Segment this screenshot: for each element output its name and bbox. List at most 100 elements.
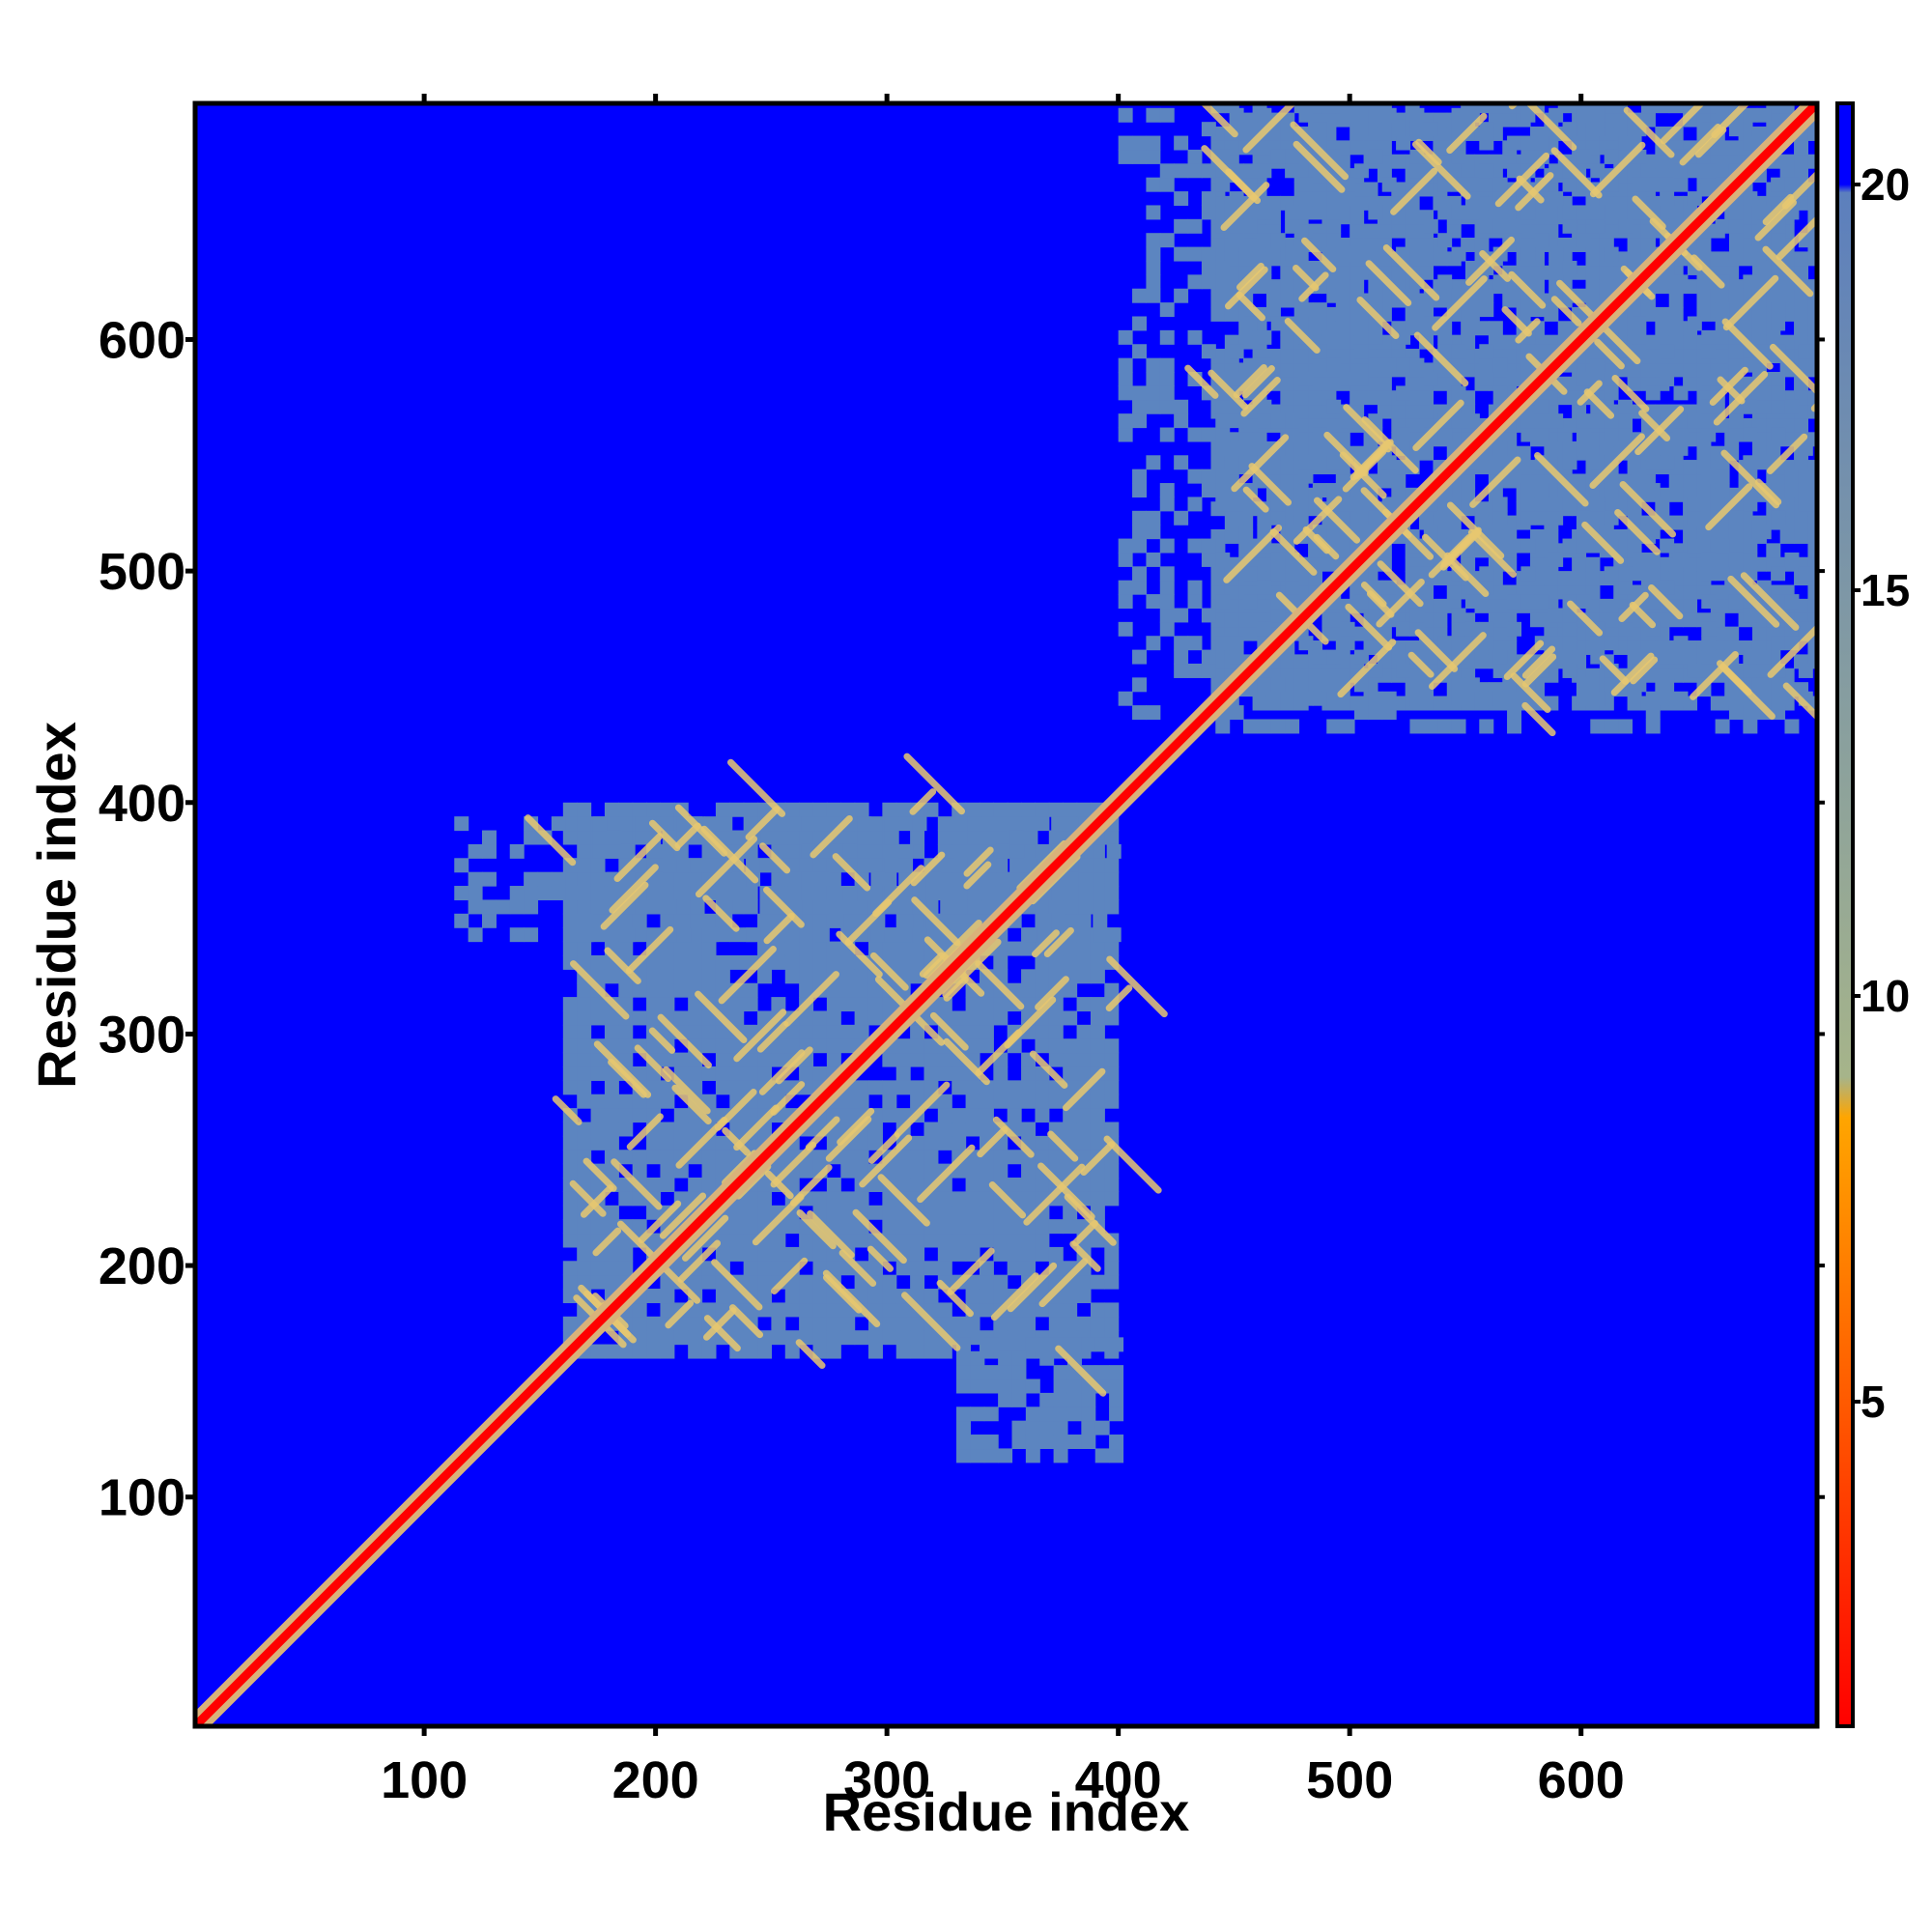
heatmap-cell: [1066, 1337, 1082, 1352]
heatmap-cell: [867, 858, 883, 873]
heatmap-cell: [952, 843, 967, 859]
heatmap-cell: [952, 1010, 967, 1026]
contact-feature: [837, 1107, 875, 1146]
heatmap-cell: [882, 1108, 897, 1123]
heatmap-cell: [787, 886, 803, 901]
heatmap-cell: [1118, 691, 1133, 706]
heatmap-cell: [1683, 598, 1698, 613]
heatmap-cell: [840, 1330, 856, 1346]
heatmap-cell: [1632, 469, 1647, 484]
heatmap-cell: [1210, 306, 1226, 322]
heatmap-cell: [1683, 612, 1698, 628]
heatmap-cell: [1265, 460, 1281, 475]
heatmap-cell: [577, 982, 592, 998]
heatmap-cell: [1492, 357, 1508, 373]
heatmap-cell: [993, 802, 1009, 817]
heatmap-cell: [1520, 413, 1536, 429]
heatmap-cell: [1645, 525, 1661, 540]
heatmap-cell: [1715, 288, 1730, 303]
heatmap-cell: [1104, 830, 1120, 845]
heatmap-cell: [1132, 649, 1148, 665]
contact-feature: [823, 1274, 863, 1314]
heatmap-cell: [1215, 483, 1231, 498]
heatmap-cell: [1023, 830, 1038, 845]
contact-feature: [1766, 433, 1808, 474]
contact-feature: [1248, 463, 1293, 506]
heatmap-cell: [1298, 177, 1314, 192]
heatmap-cell: [676, 899, 692, 915]
heatmap-cell: [729, 954, 745, 970]
heatmap-cell: [604, 1024, 619, 1039]
heatmap-cell: [729, 927, 745, 943]
heatmap-cell: [1132, 469, 1148, 484]
contact-feature: [929, 1011, 969, 1051]
heatmap-cell: [1132, 385, 1148, 401]
heatmap-cell: [1021, 1233, 1037, 1248]
heatmap-cell: [1159, 497, 1175, 512]
heatmap-cell: [854, 1233, 869, 1248]
heatmap-cell: [1035, 1246, 1050, 1262]
heatmap-cell: [481, 871, 497, 887]
heatmap-cell: [1645, 705, 1661, 721]
contact-feature: [726, 758, 786, 817]
heatmap-cell: [729, 1233, 745, 1248]
heatmap-cell: [1265, 293, 1281, 308]
heatmap-cell: [854, 1163, 869, 1179]
heatmap-cell: [660, 871, 675, 887]
heatmap-cell: [618, 982, 634, 998]
heatmap-cell: [1668, 473, 1684, 489]
heatmap-cell: [1257, 719, 1272, 734]
heatmap-cell: [729, 1010, 745, 1026]
heatmap-cell: [1807, 251, 1817, 267]
heatmap-cell: [910, 1150, 925, 1165]
heatmap-cell: [923, 1205, 939, 1220]
heatmap-cell: [854, 1191, 869, 1207]
heatmap-cell: [965, 1205, 980, 1220]
heatmap-cell: [715, 927, 730, 943]
heatmap-cell: [1590, 122, 1605, 137]
heatmap-cell: [1039, 1406, 1055, 1422]
heatmap-cell: [1270, 677, 1286, 693]
heatmap-cell: [1743, 719, 1758, 734]
contact-feature: [1412, 399, 1464, 452]
contact-feature: [1208, 369, 1249, 411]
heatmap-cell: [965, 1122, 980, 1137]
contact-feature: [613, 833, 664, 882]
heatmap-cell: [1613, 112, 1629, 128]
heatmap-cell: [1308, 404, 1323, 419]
heatmap-cell: [910, 1344, 925, 1359]
heatmap-cell: [854, 1135, 869, 1151]
heatmap-cell: [701, 1178, 717, 1192]
heatmap-cell: [937, 1261, 952, 1276]
heatmap-cell: [840, 1163, 856, 1179]
heatmap-cell: [979, 1163, 994, 1179]
heatmap-cell: [1009, 830, 1025, 845]
heatmap-cell: [1174, 246, 1189, 262]
heatmap-cell: [1627, 696, 1642, 711]
heatmap-cell: [1409, 608, 1425, 623]
heatmap-cell: [1090, 997, 1105, 1012]
heatmap-cell: [757, 1094, 772, 1109]
heatmap-cell: [1215, 636, 1231, 651]
heatmap-cell: [1076, 1052, 1092, 1067]
heatmap-cell: [1391, 223, 1406, 239]
heatmap-cell: [993, 871, 1009, 887]
contact-feature: [1467, 528, 1518, 579]
heatmap-cell: [952, 1135, 967, 1151]
heatmap-cell: [757, 1274, 772, 1290]
heatmap-cell: [799, 969, 814, 984]
heatmap-cell: [1779, 103, 1795, 114]
heatmap-cell: [998, 1350, 1013, 1366]
heatmap-cell: [660, 1178, 675, 1192]
heatmap-cell: [1215, 719, 1231, 734]
heatmap-cell: [1159, 385, 1175, 401]
heatmap-cell: [1201, 122, 1216, 137]
contact-feature: [795, 1339, 826, 1370]
heatmap-cell: [1807, 460, 1817, 475]
heatmap-cell: [1335, 334, 1350, 350]
heatmap-cell: [771, 997, 786, 1012]
heatmap-cell: [1146, 274, 1161, 290]
heatmap-cell: [1534, 399, 1549, 414]
heatmap-cell: [1094, 1448, 1110, 1463]
heatmap-cell: [673, 1135, 689, 1151]
